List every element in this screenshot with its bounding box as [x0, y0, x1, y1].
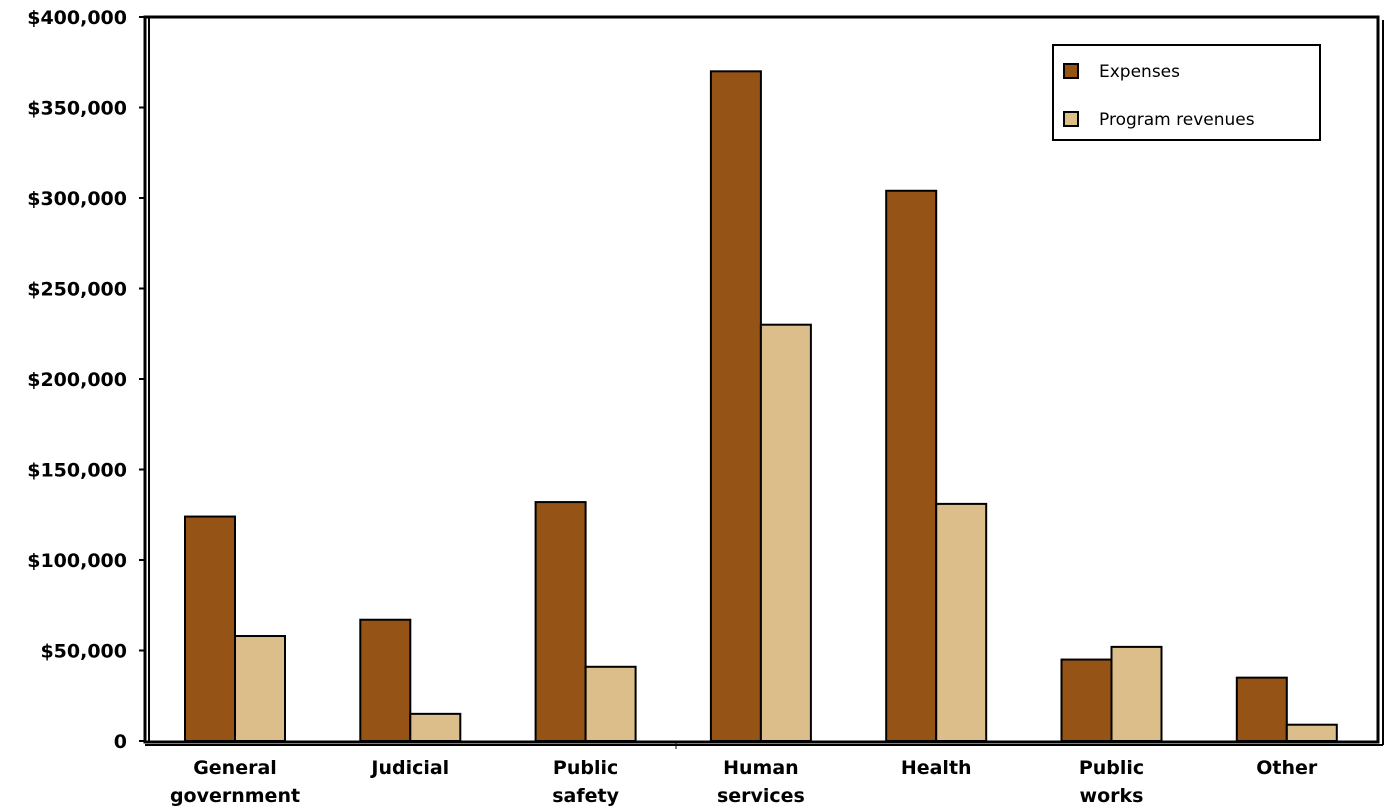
y-tick-label: $400,000	[27, 7, 127, 29]
y-axis-ticks: 0 $50,000 $100,000 $150,000 $200,000 $250,000…	[27, 7, 145, 753]
y-tick-label: $250,000	[27, 279, 127, 301]
x-tick-label: safety	[552, 785, 619, 807]
x-tick-label: Other	[1256, 757, 1318, 779]
bar-program-revenues-4	[935, 502, 988, 743]
bar-program-revenues-5	[1110, 645, 1163, 743]
bar-expenses-2	[534, 501, 587, 742]
y-tick-label: 0	[114, 731, 127, 753]
bar-expenses-1	[359, 618, 412, 742]
y-tick-label: $150,000	[27, 460, 127, 482]
legend-label: Program revenues	[1099, 110, 1255, 130]
x-tick-label: Human	[723, 757, 799, 779]
x-tick-label: Health	[901, 757, 972, 779]
y-tick-label: $50,000	[40, 641, 127, 663]
bar-expenses-5	[1060, 658, 1113, 742]
x-tick-label: Public	[553, 757, 618, 779]
x-tick-label: General	[193, 757, 277, 779]
x-tick-label: services	[717, 785, 805, 807]
legend-label: Expenses	[1099, 62, 1180, 82]
legend-swatch	[1063, 63, 1079, 79]
legend-swatch	[1063, 111, 1079, 127]
bar-expenses-0	[184, 515, 236, 742]
bar-program-revenues-1	[409, 712, 462, 742]
x-tick-label: government	[170, 785, 300, 807]
x-tick-label: works	[1080, 785, 1144, 807]
y-tick-label: $300,000	[27, 188, 127, 210]
bar-program-revenues-3	[759, 323, 812, 742]
bars-layer	[184, 70, 1338, 743]
x-axis-ticks: General government Judicial Public safety Hum…	[170, 757, 1318, 807]
bar-expenses-4	[885, 189, 938, 742]
bar-program-revenues-0	[234, 635, 286, 743]
x-tick-label: Judicial	[369, 757, 449, 779]
y-tick-label: $200,000	[27, 369, 127, 391]
legend: Expenses Program revenues	[1052, 44, 1321, 141]
x-tick-label: Public	[1079, 757, 1144, 779]
legend-box	[1052, 44, 1321, 141]
y-tick-label: $350,000	[27, 98, 127, 120]
bar-program-revenues-2	[584, 665, 637, 742]
bar-expenses-6	[1235, 676, 1288, 743]
bar-program-revenues-6	[1285, 723, 1338, 743]
y-tick-label: $100,000	[27, 550, 127, 572]
bar-expenses-3	[709, 70, 762, 743]
